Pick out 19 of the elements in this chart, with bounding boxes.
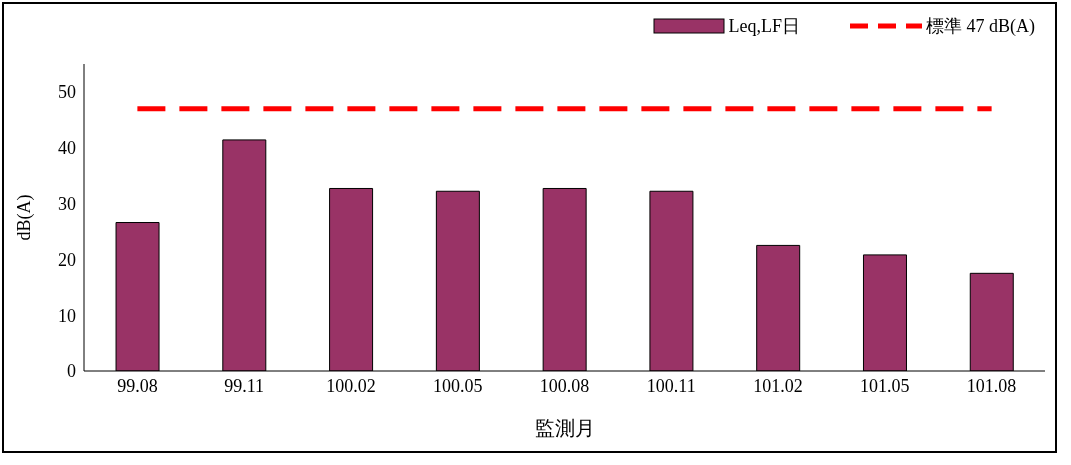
x-axis-title: 監測月 bbox=[534, 417, 595, 439]
y-axis-title: dB(A) bbox=[14, 194, 36, 241]
y-tick-label: 40 bbox=[58, 138, 76, 159]
x-tick-label: 100.08 bbox=[539, 375, 590, 396]
y-tick-label: 0 bbox=[67, 361, 76, 382]
x-tick-label: 100.05 bbox=[432, 375, 483, 396]
x-tick-label: 101.05 bbox=[860, 375, 910, 396]
y-tick-label: 30 bbox=[58, 193, 76, 214]
legend-label: 標準 47 dB(A) bbox=[926, 15, 1035, 38]
x-tick-label: 101.08 bbox=[966, 375, 1017, 396]
legend-label: Leq,LF日 bbox=[728, 15, 800, 38]
y-tick-label: 10 bbox=[58, 305, 76, 326]
x-tick-label: 99.08 bbox=[117, 375, 158, 396]
y-tick-label: 50 bbox=[58, 82, 76, 103]
x-tick-label: 99.11 bbox=[224, 375, 265, 396]
x-tick-label: 101.02 bbox=[753, 375, 803, 396]
y-tick-label: 20 bbox=[58, 249, 76, 270]
x-tick-label: 100.11 bbox=[646, 375, 696, 396]
x-tick-label: 100.02 bbox=[326, 375, 376, 396]
